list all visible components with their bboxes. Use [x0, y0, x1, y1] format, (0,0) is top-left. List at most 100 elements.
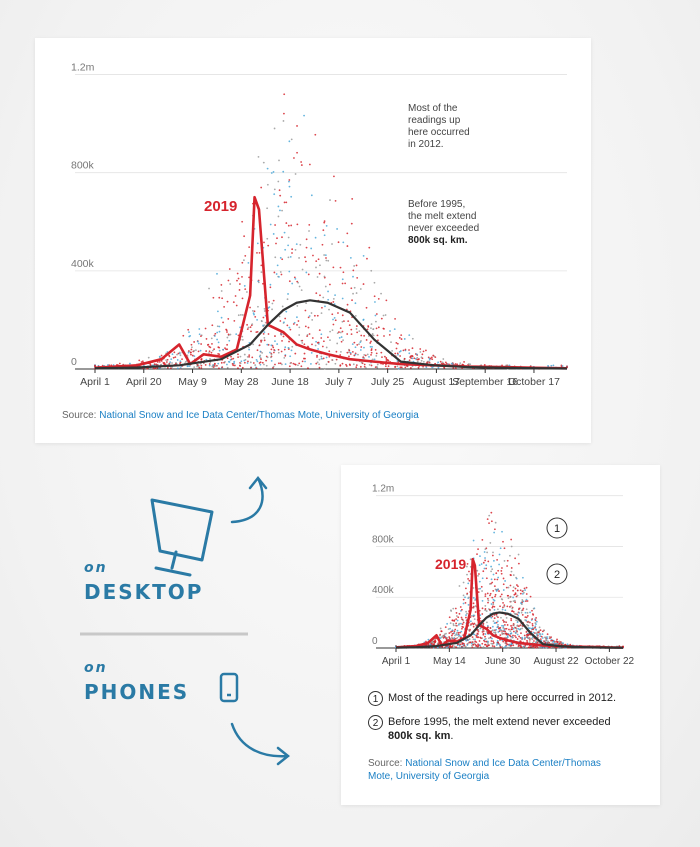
arrow-down-icon: [230, 722, 291, 766]
reading-dot: [510, 600, 512, 603]
reading-dot: [455, 646, 458, 649]
reading-dot: [305, 238, 308, 241]
reading-dot: [376, 334, 379, 337]
reading-dot: [473, 618, 476, 621]
reading-dot: [422, 361, 425, 363]
reading-dot: [441, 361, 444, 364]
reading-dot: [257, 305, 259, 308]
reading-dot: [531, 624, 534, 627]
reading-dot: [152, 367, 155, 370]
reading-dot: [526, 611, 529, 614]
reading-dot: [475, 634, 478, 637]
reading-dot: [486, 592, 489, 595]
reading-dot: [510, 628, 513, 631]
reading-dot: [327, 336, 329, 339]
reading-dot: [499, 634, 502, 637]
reading-dot: [374, 301, 376, 303]
reading-dot: [469, 558, 472, 561]
reading-dot: [311, 319, 314, 321]
phone-note-1: 1 Most of the readings up here occurred …: [368, 691, 628, 706]
reading-dot: [252, 312, 255, 315]
reading-dot: [519, 592, 522, 595]
reading-dot: [341, 362, 344, 365]
reading-dot: [170, 358, 173, 361]
reading-dot: [474, 646, 477, 649]
reading-dot: [494, 588, 497, 591]
reading-dot: [429, 357, 432, 360]
reading-dot: [338, 331, 340, 333]
reading-dot: [279, 271, 282, 273]
reading-dot: [451, 636, 453, 639]
reading-dot: [288, 180, 290, 183]
reading-dot: [272, 365, 275, 368]
reading-dot: [255, 367, 258, 370]
reading-dot: [517, 562, 520, 565]
reading-dot: [472, 625, 475, 628]
reading-dot: [464, 596, 466, 599]
reading-dot: [310, 247, 313, 250]
reading-dot: [241, 297, 244, 300]
reading-dot: [329, 199, 331, 201]
reading-dot: [519, 644, 522, 647]
x-tick-label: September 16: [452, 376, 518, 388]
reading-dot: [257, 280, 260, 283]
reading-dot: [243, 235, 246, 238]
reading-dot: [517, 625, 520, 628]
desktop-on-label: on: [84, 560, 108, 576]
reading-dot: [467, 582, 470, 585]
reading-dot: [515, 619, 518, 622]
reading-dot: [493, 631, 495, 634]
reading-dot: [467, 578, 470, 580]
reading-dot: [450, 610, 453, 612]
reading-dot: [536, 641, 539, 644]
source-link[interactable]: National Snow and Ice Data Center/Thomas…: [99, 410, 419, 421]
reading-dot: [516, 589, 519, 592]
reading-dot: [394, 352, 397, 355]
reading-dot: [467, 642, 470, 644]
reading-dot: [500, 616, 502, 619]
reading-dot: [300, 161, 303, 163]
reading-dot: [448, 637, 451, 640]
reading-dot: [301, 339, 304, 342]
reading-dot: [352, 275, 354, 278]
reading-dot: [491, 581, 494, 584]
reading-dot: [487, 601, 489, 604]
reading-dot: [466, 563, 469, 565]
reading-dot: [277, 348, 280, 351]
reading-dot: [328, 308, 330, 311]
reading-dot: [296, 323, 298, 326]
reading-dot: [223, 305, 226, 308]
reading-dot: [427, 643, 430, 646]
reading-dot: [383, 335, 385, 337]
reading-dot: [484, 643, 487, 646]
reading-dot: [475, 636, 478, 638]
reading-dot: [315, 292, 318, 295]
reading-dot: [512, 589, 515, 592]
reading-dot: [325, 257, 327, 259]
reading-dot: [328, 355, 331, 358]
reading-dot: [369, 342, 372, 344]
reading-dot: [227, 318, 230, 320]
reading-dot: [503, 629, 506, 631]
reading-dot: [366, 353, 369, 356]
reading-dot: [362, 283, 365, 285]
reading-dot: [506, 565, 508, 567]
reading-dot: [345, 363, 347, 366]
reading-dot: [483, 364, 486, 366]
reading-dot: [459, 631, 461, 634]
reading-dot: [492, 573, 495, 576]
reading-dot: [445, 637, 447, 640]
phone-source-link[interactable]: National Snow and Ice Data Center/Thomas…: [368, 758, 601, 782]
reading-dot: [383, 328, 385, 330]
reading-dot: [291, 282, 294, 285]
note-1-number: 1: [368, 691, 383, 706]
reading-dot: [487, 560, 490, 563]
reading-dot: [512, 627, 515, 630]
reading-dot: [239, 326, 242, 329]
reading-dot: [481, 577, 484, 580]
reading-dot: [458, 634, 461, 637]
reading-dot: [415, 353, 418, 356]
reading-dot: [420, 356, 423, 359]
reading-dot: [425, 366, 428, 369]
reading-dot: [323, 275, 326, 278]
